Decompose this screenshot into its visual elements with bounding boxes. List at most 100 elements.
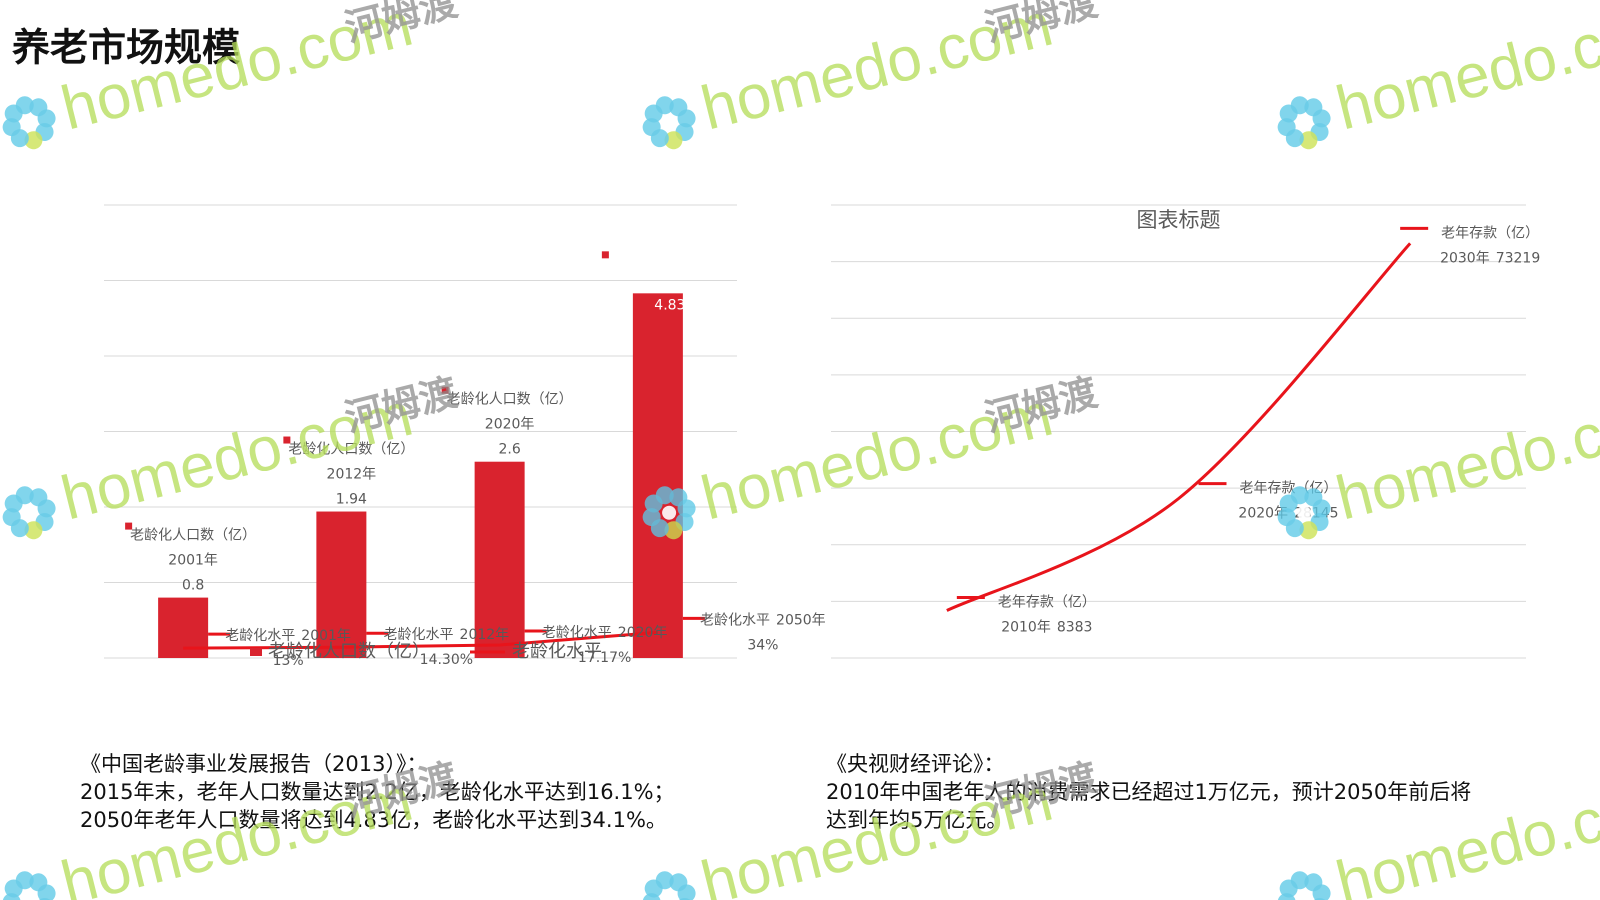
watermark-petal — [655, 486, 674, 505]
watermark-petal — [1290, 871, 1309, 890]
watermark-petal — [669, 98, 688, 117]
watermark-center — [22, 115, 37, 130]
data-label: 老龄化人口数（亿） 2012年 1.94 — [288, 442, 414, 508]
watermark-petal — [642, 508, 661, 527]
watermark-petal — [1277, 893, 1296, 900]
caption-line: 2050年老年人口数量将达到4.83亿，老龄化水平达到34.1%。 — [80, 808, 667, 832]
watermark-petal — [1299, 521, 1318, 540]
label-part: 2001年 — [301, 628, 351, 644]
label-part: 73219 — [1496, 250, 1541, 266]
label-part: 老龄化人口数（亿） — [447, 392, 573, 408]
watermark-petal — [29, 488, 48, 507]
label-part: 2050年 — [776, 612, 826, 628]
label-key — [441, 386, 449, 394]
label-part: 2010年 — [1001, 620, 1051, 636]
watermark-center — [662, 890, 677, 900]
label-part: 1.94 — [336, 492, 367, 508]
data-label: 老龄化人口数（亿） 2001年 0.8 — [130, 528, 256, 594]
watermark-petal — [2, 893, 21, 900]
watermark-petal — [664, 521, 683, 540]
bar — [316, 511, 367, 658]
bar — [474, 461, 525, 658]
label-part: 2.6 — [498, 442, 520, 458]
label-part: 34% — [747, 637, 778, 653]
watermark-brand: homedo.com — [1330, 380, 1600, 534]
label-part: 2012年 — [327, 467, 377, 483]
caption-line: 2010年中国老年人的消费需求已经超过1万亿元，预计2050年前后将 — [826, 780, 1471, 804]
caption-line: 《央视财经评论》： — [826, 752, 1005, 776]
watermark-petal — [2, 508, 21, 527]
label-part: 13% — [273, 653, 304, 669]
watermark-petal — [1290, 96, 1309, 115]
watermark-petal — [669, 873, 688, 892]
watermark-petal — [1304, 98, 1323, 117]
label-key — [125, 522, 133, 530]
watermark-petal — [642, 893, 661, 900]
watermark-petal — [29, 873, 48, 892]
watermark-brand: homedo.com — [1330, 0, 1600, 144]
label-part: 2020年 — [1238, 506, 1288, 522]
watermark-petal — [15, 96, 34, 115]
label-part: 老龄化人口数（亿） — [288, 442, 414, 458]
watermark-petal — [1299, 131, 1318, 150]
watermark-petal — [15, 871, 34, 890]
watermark-center — [1297, 115, 1312, 130]
bar — [632, 293, 683, 658]
data-label: 老龄化水平 2050年 34% — [700, 612, 826, 653]
label-part: 8383 — [1057, 620, 1093, 636]
slide-title: 养老市场规模 — [12, 26, 240, 70]
label-part: 老年存款（亿） — [1441, 225, 1539, 241]
watermark-petal — [24, 521, 43, 540]
label-part: 老龄化水平 — [542, 625, 612, 641]
data-label: 老龄化人口数（亿） 2020年 2.6 — [447, 392, 573, 458]
legend-key — [250, 648, 262, 656]
watermark-petal — [655, 871, 674, 890]
label-part: 0.8 — [182, 578, 204, 594]
watermark-petal — [1290, 486, 1309, 505]
line — [183, 630, 658, 650]
data-label: 老龄化水平 2012年 14.30% — [384, 627, 510, 668]
caption-line: 2015年末，老年人口数量达到2.2亿，老龄化水平达到16.1%； — [80, 780, 675, 804]
line — [946, 242, 1412, 612]
label-part: 2020年 — [618, 625, 668, 641]
watermark-petal — [655, 96, 674, 115]
watermark-petal — [669, 488, 688, 507]
watermark-center — [662, 505, 677, 520]
watermark-petal — [15, 486, 34, 505]
watermark-center — [22, 890, 37, 900]
label-part: 2012年 — [460, 627, 510, 643]
watermark-petal — [24, 131, 43, 150]
legend-label: 老龄化人口数（亿） — [268, 641, 430, 662]
watermark-petal — [642, 118, 661, 137]
watermark-petal — [29, 98, 48, 117]
data-label: 老龄化水平 2001年 13% — [225, 628, 351, 669]
watermark-petal — [1277, 118, 1296, 137]
chart-title: 图表标题 — [1137, 208, 1221, 232]
label-part: 老龄化水平 — [700, 612, 770, 628]
watermark-petal — [2, 118, 21, 137]
data-label: 老年存款（亿） 2030年 73219 — [1440, 225, 1540, 266]
label-key — [601, 251, 609, 259]
watermark-petal — [1277, 508, 1296, 527]
label-part: 老龄化水平 — [384, 627, 454, 643]
label-part: 17.17% — [578, 650, 631, 666]
watermark-petal — [1304, 488, 1323, 507]
watermark-petal — [1304, 873, 1323, 892]
label-part: 老年存款（亿） — [998, 595, 1096, 611]
watermark-center — [1297, 890, 1312, 900]
caption-line: 达到年均5万亿元。 — [826, 808, 1007, 832]
label-part: 14.30% — [420, 652, 473, 668]
label-part: 2030年 — [1440, 250, 1490, 266]
data-label: 老龄化水平 2020年 17.17% — [542, 625, 668, 666]
watermark-center — [662, 115, 677, 130]
label-part: 老龄化人口数（亿） — [130, 528, 256, 544]
label-part: 老年存款（亿） — [1240, 481, 1338, 497]
